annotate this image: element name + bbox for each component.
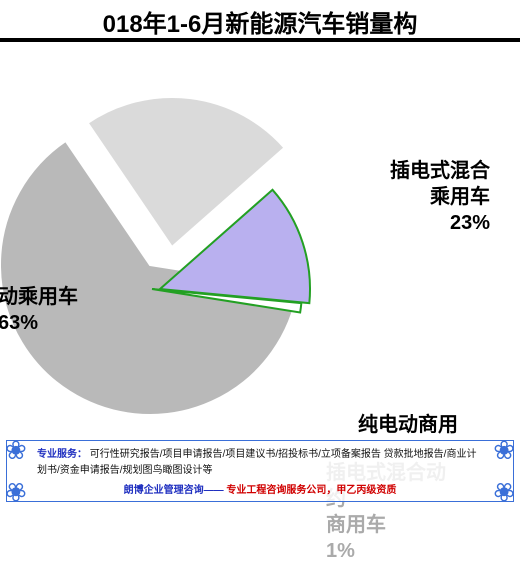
footer-banner: ❀ ❀ ❀ ❀ 专业服务： 可行性研究报告/项目申请报告/项目建议书/招投标书/… <box>6 440 514 502</box>
corner-ornament-icon: ❀ <box>5 437 31 463</box>
corner-ornament-icon: ❀ <box>489 479 515 505</box>
pie-label-ev_passenger: 动乘用车63% <box>0 284 78 336</box>
footer-line2-text: 专业工程咨询服务公司，甲乙丙级资质 <box>226 485 396 496</box>
title-underline <box>0 38 520 42</box>
pie-label-phev_passenger: 插电式混合乘用车23% <box>390 158 490 236</box>
footer-line-1: 专业服务： 可行性研究报告/项目申请报告/项目建议书/招投标书/立项备案报告 贷… <box>37 447 483 479</box>
footer-line1-label: 专业服务： <box>37 449 87 460</box>
footer-line-2: 朗博企业管理咨询—— 专业工程咨询服务公司，甲乙丙级资质 <box>37 483 483 499</box>
footer-line1-text: 可行性研究报告/项目申请报告/项目建议书/招投标书/立项备案报告 贷款批地报告/… <box>37 449 476 476</box>
corner-ornament-icon: ❀ <box>5 479 31 505</box>
pie-label-ev_commercial: 纯电动商用 <box>358 412 458 438</box>
footer-line2-label: 朗博企业管理咨询—— <box>124 485 224 496</box>
page-title: 018年1-6月新能源汽车销量构 <box>0 4 520 39</box>
pie-chart: 插电式混合动 约商用车1%动乘用车63%插电式混合乘用车23%纯电动商用 <box>0 60 520 440</box>
corner-ornament-icon: ❀ <box>489 437 515 463</box>
